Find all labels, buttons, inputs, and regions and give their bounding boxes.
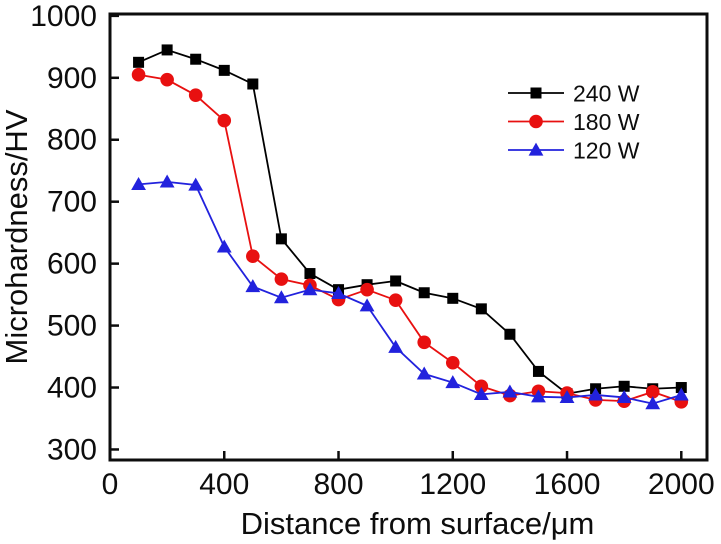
x-axis-tick-label: 800 bbox=[313, 468, 363, 501]
legend-item: 120 W bbox=[508, 138, 640, 164]
y-axis-tick-label: 900 bbox=[47, 62, 97, 95]
data-point-marker bbox=[302, 282, 318, 296]
data-point-marker bbox=[131, 176, 146, 190]
legend-label: 240 W bbox=[573, 81, 640, 107]
data-point-marker bbox=[618, 380, 630, 392]
data-point-marker bbox=[245, 279, 261, 293]
data-point-marker bbox=[416, 366, 432, 380]
data-point-marker bbox=[247, 78, 259, 90]
data-point-marker bbox=[675, 382, 687, 394]
y-axis-tick-label: 600 bbox=[47, 248, 97, 281]
series-line bbox=[138, 180, 682, 405]
legend-marker bbox=[528, 142, 544, 156]
y-axis-tick-label: 400 bbox=[47, 372, 97, 405]
data-point-marker bbox=[359, 298, 375, 312]
y-axis-tick-label: 300 bbox=[47, 433, 97, 466]
plot-frame bbox=[108, 12, 709, 462]
legend-label: 120 W bbox=[573, 138, 640, 164]
x-axis-title: Distance from surface/μm bbox=[241, 506, 595, 541]
x-axis-tick-label: 1600 bbox=[534, 468, 601, 501]
data-point-marker bbox=[475, 303, 487, 315]
y-axis-tick-label: 800 bbox=[47, 124, 97, 157]
data-point-marker bbox=[161, 44, 173, 56]
x-axis-tick-label: 0 bbox=[102, 468, 119, 501]
data-point-marker bbox=[445, 355, 460, 370]
data-point-marker bbox=[531, 389, 546, 403]
data-point-marker bbox=[673, 387, 689, 401]
data-point-marker bbox=[188, 177, 204, 191]
legend-item: 180 W bbox=[508, 109, 640, 135]
legend-marker bbox=[529, 114, 543, 129]
data-point-marker bbox=[388, 293, 403, 307]
legend-label: 180 W bbox=[573, 109, 640, 135]
data-point-marker bbox=[273, 290, 289, 304]
y-axis-tick-label: 700 bbox=[47, 186, 97, 219]
data-point-marker bbox=[218, 64, 230, 76]
x-axis-tick-label: 2000 bbox=[648, 468, 715, 501]
data-point-marker bbox=[160, 72, 174, 87]
data-point-marker bbox=[159, 174, 175, 188]
data-point-marker bbox=[645, 396, 661, 410]
x-axis-tick-label: 400 bbox=[199, 468, 249, 501]
data-point-marker bbox=[474, 379, 489, 394]
data-point-marker bbox=[418, 287, 430, 299]
data-point-marker bbox=[275, 233, 287, 245]
y-axis-tick-label: 1000 bbox=[30, 0, 97, 33]
data-point-marker bbox=[645, 385, 660, 399]
data-point-marker bbox=[331, 285, 346, 299]
data-point-marker bbox=[246, 249, 260, 264]
data-point-marker bbox=[274, 272, 289, 286]
data-point-marker bbox=[504, 328, 516, 340]
x-axis-tick-label: 1200 bbox=[419, 468, 486, 501]
data-point-marker bbox=[417, 335, 432, 350]
data-point-marker bbox=[473, 386, 489, 400]
data-point-marker bbox=[131, 67, 146, 82]
series-120w bbox=[131, 174, 689, 410]
data-point-marker bbox=[445, 375, 461, 389]
data-point-marker bbox=[588, 387, 603, 401]
y-axis-tick-label: 500 bbox=[47, 310, 97, 343]
data-point-marker bbox=[216, 239, 232, 253]
data-point-marker bbox=[502, 384, 518, 398]
data-point-marker bbox=[360, 282, 374, 297]
data-point-marker bbox=[390, 275, 402, 287]
y-axis-title: Microhardness/HV bbox=[0, 109, 34, 364]
data-point-marker bbox=[133, 56, 145, 68]
data-point-marker bbox=[217, 113, 232, 128]
data-point-marker bbox=[559, 390, 575, 404]
data-point-marker bbox=[447, 292, 459, 304]
data-point-marker bbox=[304, 268, 316, 280]
data-point-marker bbox=[388, 339, 404, 353]
data-point-marker bbox=[190, 53, 202, 65]
data-point-marker bbox=[616, 390, 632, 404]
legend-item: 240 W bbox=[508, 81, 640, 107]
data-point-marker bbox=[188, 88, 203, 102]
legend-marker bbox=[530, 87, 542, 99]
data-point-marker bbox=[532, 365, 544, 377]
